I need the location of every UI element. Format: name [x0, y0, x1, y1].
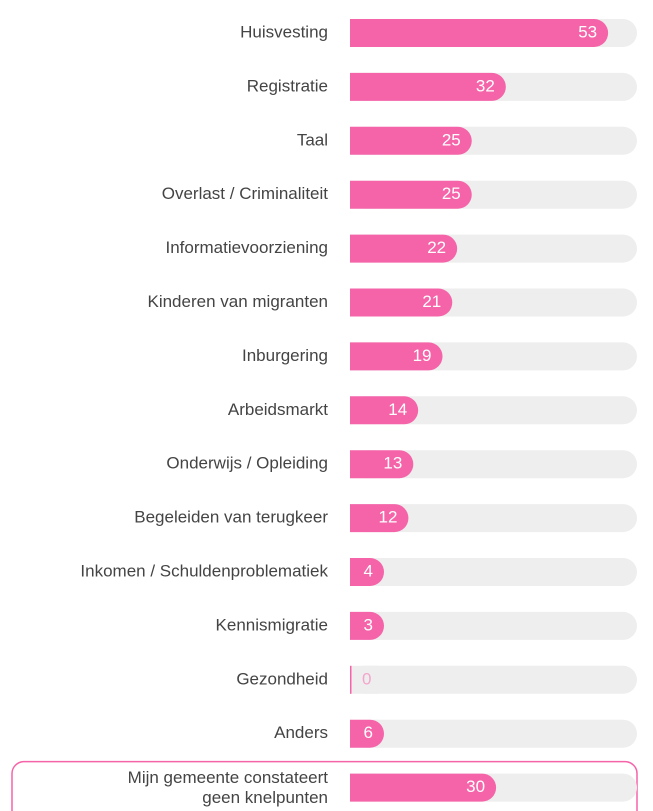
category-label: geen knelpunten [202, 788, 328, 807]
bar [350, 342, 443, 371]
value-label: 0 [362, 669, 371, 688]
bar [350, 773, 497, 802]
bar [350, 665, 352, 694]
category-label: Overlast / Criminaliteit [162, 184, 329, 203]
bar [350, 19, 609, 47]
bar-track [350, 450, 637, 479]
value-label: 6 [364, 723, 373, 742]
category-label: Anders [274, 723, 328, 742]
bar [350, 180, 472, 209]
value-label: 32 [476, 76, 495, 95]
bar [350, 504, 409, 533]
category-label: Arbeidsmarkt [228, 400, 328, 419]
bar [350, 126, 472, 155]
category-label: Kennismigratie [216, 615, 328, 634]
bar [350, 72, 506, 101]
bar [350, 450, 414, 479]
bar [350, 288, 453, 317]
bar-track [350, 611, 637, 640]
bar-track [350, 719, 637, 748]
bar-track [350, 504, 637, 533]
value-label: 3 [364, 615, 373, 634]
category-label: Huisvesting [240, 22, 328, 41]
category-label: Inkomen / Schuldenproblematiek [80, 561, 328, 580]
value-label: 30 [466, 777, 485, 796]
bar [350, 558, 384, 586]
value-label: 4 [364, 561, 373, 580]
category-label: Begeleiden van terugkeer [134, 508, 328, 527]
value-label: 22 [427, 238, 446, 257]
value-label: 53 [578, 22, 597, 41]
category-label: Kinderen van migranten [147, 292, 328, 311]
value-label: 13 [383, 454, 402, 473]
value-label: 12 [379, 508, 398, 527]
category-label: Mijn gemeente constateert [128, 768, 329, 787]
value-label: 19 [413, 346, 432, 365]
bar-track [350, 558, 637, 586]
bar-track [350, 396, 637, 425]
bar [350, 234, 458, 263]
bar-track [350, 665, 637, 694]
category-label: Taal [297, 130, 328, 149]
value-label: 21 [422, 292, 441, 311]
track-left-square [350, 665, 378, 694]
bar [350, 396, 419, 425]
category-label: Onderwijs / Opleiding [166, 454, 328, 473]
category-label: Informatievoorziening [165, 238, 328, 257]
category-label: Inburgering [242, 346, 328, 365]
category-label: Registratie [247, 76, 328, 95]
value-label: 25 [442, 130, 461, 149]
highlight-box [11, 760, 638, 811]
bar [350, 719, 384, 748]
value-label: 25 [442, 184, 461, 203]
bar [350, 611, 384, 640]
value-label: 14 [388, 400, 407, 419]
category-label: Gezondheid [236, 669, 328, 688]
